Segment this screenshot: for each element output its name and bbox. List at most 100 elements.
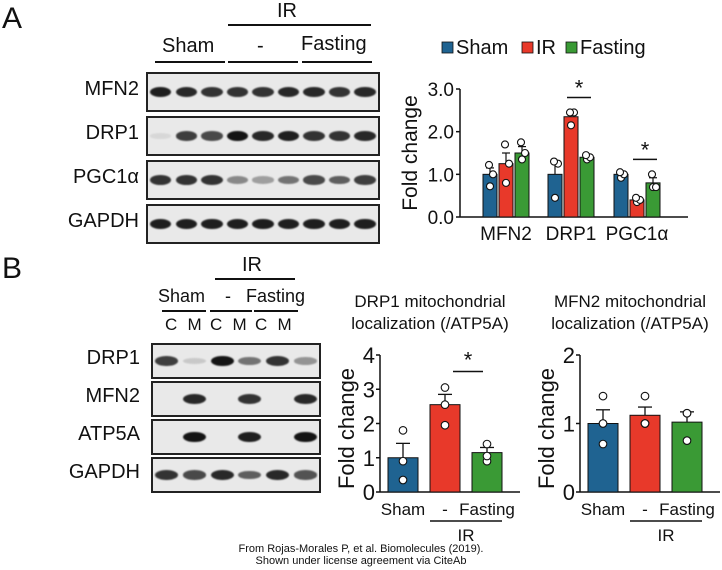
blot-a-band bbox=[277, 86, 300, 98]
chart-b-mfn2-data-point bbox=[640, 419, 650, 428]
chart-b-drp1-data-point bbox=[482, 439, 492, 449]
blot-a-band bbox=[201, 218, 223, 230]
credit-line-1: From Rojas-Morales P, et al. Biomolecule… bbox=[238, 543, 484, 555]
blot-b-strip-drp1 bbox=[151, 343, 321, 379]
chart-b-mfn2-data-point bbox=[598, 439, 608, 449]
chart-b-mfn2-x-tick-label-fasting: Fasting bbox=[659, 500, 715, 519]
blot-a-band bbox=[252, 176, 274, 184]
blot-b-fraction-m: M bbox=[277, 315, 292, 334]
chart-b-mfn2-data-point bbox=[640, 391, 650, 401]
blot-b-ir-line bbox=[215, 278, 295, 280]
chart-b-drp1-x-tick-label-sham: Sham bbox=[381, 500, 425, 519]
chart-b-mfn2-title-line-1: MFN2 mitochondrial bbox=[554, 292, 706, 311]
chart-b-drp1-title-line-1: DRP1 mitochondrial bbox=[354, 292, 505, 311]
bar-fasting-drp1 bbox=[579, 156, 595, 218]
blot-a-fasting-line bbox=[302, 61, 372, 63]
bar-sham-mfn2 bbox=[482, 173, 498, 218]
bar-ir-mfn2 bbox=[498, 163, 514, 218]
blot-a-band bbox=[277, 175, 300, 185]
blot-a-group-ir: - bbox=[257, 35, 264, 57]
chart-a: Sham IR Fasting 0.0 1.0 2.0 3.0 Fold change MFN2… bbox=[399, 37, 688, 245]
data-point bbox=[520, 148, 530, 158]
chart-b-drp1-y-tick-label: 3 bbox=[363, 377, 375, 402]
blot-b-row-label-mfn2: MFN2 bbox=[85, 385, 140, 407]
blot-a-strip-drp1 bbox=[146, 116, 380, 156]
blot-a-band bbox=[252, 87, 274, 97]
legend-label-ir: IR bbox=[536, 37, 556, 59]
chart-b-mfn2-group-label: IR bbox=[658, 526, 675, 545]
blot-b-band bbox=[155, 356, 179, 366]
chart-b-drp1-data-point bbox=[482, 451, 492, 461]
blot-b-band bbox=[265, 356, 290, 366]
data-point bbox=[631, 193, 641, 202]
chart-b-mfn2-data-point bbox=[598, 391, 608, 401]
data-point bbox=[484, 160, 494, 169]
blot-a-band bbox=[252, 218, 274, 230]
chart-b-mfn2-y-axis-label: Fold change bbox=[534, 368, 559, 489]
blot-a-band bbox=[201, 87, 223, 97]
legend-swatch-sham bbox=[441, 41, 454, 54]
chart-b-drp1-significance-star: * bbox=[464, 347, 473, 372]
chart-b-mfn2-bar-fasting bbox=[671, 421, 703, 493]
blot-b-fraction-c: C bbox=[210, 315, 223, 334]
panel-a-letter: A bbox=[2, 2, 23, 35]
data-point bbox=[615, 168, 625, 177]
blot-a-sham-line bbox=[155, 61, 225, 63]
chart-b-drp1-y-tick-label: 2 bbox=[363, 412, 375, 437]
chart-b-drp1-y-axis-label: Fold change bbox=[334, 368, 359, 489]
blot-a-band bbox=[328, 131, 351, 141]
blot-b-ir-minus-line bbox=[210, 310, 252, 312]
blot-a-band bbox=[354, 130, 376, 142]
chart-b-mfn2-y-tick-label: 0 bbox=[563, 480, 575, 505]
legend-swatch-ir bbox=[521, 41, 534, 54]
blot-a-band bbox=[175, 131, 198, 141]
blot-a-strip-mfn2 bbox=[146, 72, 380, 112]
blot-b-ir-label: IR bbox=[242, 254, 262, 276]
blot-b-band bbox=[238, 394, 262, 404]
blot-a-row-label-mfn2: MFN2 bbox=[84, 78, 139, 100]
panel-b-letter: B bbox=[2, 252, 23, 285]
blot-a-band bbox=[303, 86, 325, 98]
blot-a-band bbox=[150, 86, 172, 98]
blot-b-fraction-m: M bbox=[232, 315, 247, 334]
blot-b-band bbox=[293, 357, 317, 365]
data-point bbox=[550, 193, 560, 202]
blot-b-band bbox=[238, 470, 262, 480]
blot-a-band bbox=[175, 218, 198, 230]
credit: From Rojas-Morales P, et al. Biomolecule… bbox=[0, 543, 722, 567]
blot-a-band bbox=[354, 218, 376, 230]
credit-line-2: Shown under license agreement via CiteAb bbox=[255, 555, 467, 567]
blot-a-strip-pgc1 bbox=[146, 160, 380, 200]
blot-a-band bbox=[226, 176, 249, 184]
blot-a-band bbox=[150, 175, 172, 185]
chart-b-mfn2-data-point bbox=[598, 419, 608, 428]
chart-b-drp1-data-point bbox=[398, 426, 408, 435]
data-point bbox=[501, 178, 511, 187]
chart-b-drp1-x-tick-label-minus: - bbox=[442, 500, 448, 519]
blot-b-fraction-m: M bbox=[187, 315, 202, 334]
blot-a-band bbox=[175, 175, 198, 185]
y-tick-label: 2.0 bbox=[428, 123, 454, 144]
data-point bbox=[517, 155, 527, 164]
blot-a-band bbox=[303, 218, 325, 230]
chart-b-drp1-data-point bbox=[440, 400, 450, 410]
chart-b-drp1-bar-minus bbox=[429, 404, 461, 493]
data-point bbox=[549, 157, 559, 166]
chart-b-mfn2-x-tick-label-minus: - bbox=[642, 500, 648, 519]
blot-b-row-label-drp1: DRP1 bbox=[86, 347, 140, 369]
blot-a-band bbox=[328, 218, 351, 230]
blot-a-ir-line bbox=[228, 24, 371, 26]
data-point bbox=[488, 170, 498, 179]
blot-a-band bbox=[303, 175, 325, 185]
chart-b-drp1-title-line-2: localization (/ATP5A) bbox=[351, 314, 508, 333]
chart-b-drp1-data-point bbox=[440, 383, 450, 392]
blot-b-fraction-c: C bbox=[255, 315, 268, 334]
blot-a-strip-gapdh bbox=[146, 204, 380, 244]
x-tick-label-mfn2: MFN2 bbox=[480, 224, 532, 245]
data-point bbox=[500, 140, 510, 149]
blot-a-band bbox=[226, 218, 249, 230]
chart-b-drp1-data-point bbox=[398, 475, 408, 485]
chart-b-mfn2-data-point bbox=[682, 436, 692, 445]
chart-b-drp1-x-tick-label-fasting: Fasting bbox=[459, 500, 515, 519]
blot-b-band bbox=[265, 469, 290, 481]
